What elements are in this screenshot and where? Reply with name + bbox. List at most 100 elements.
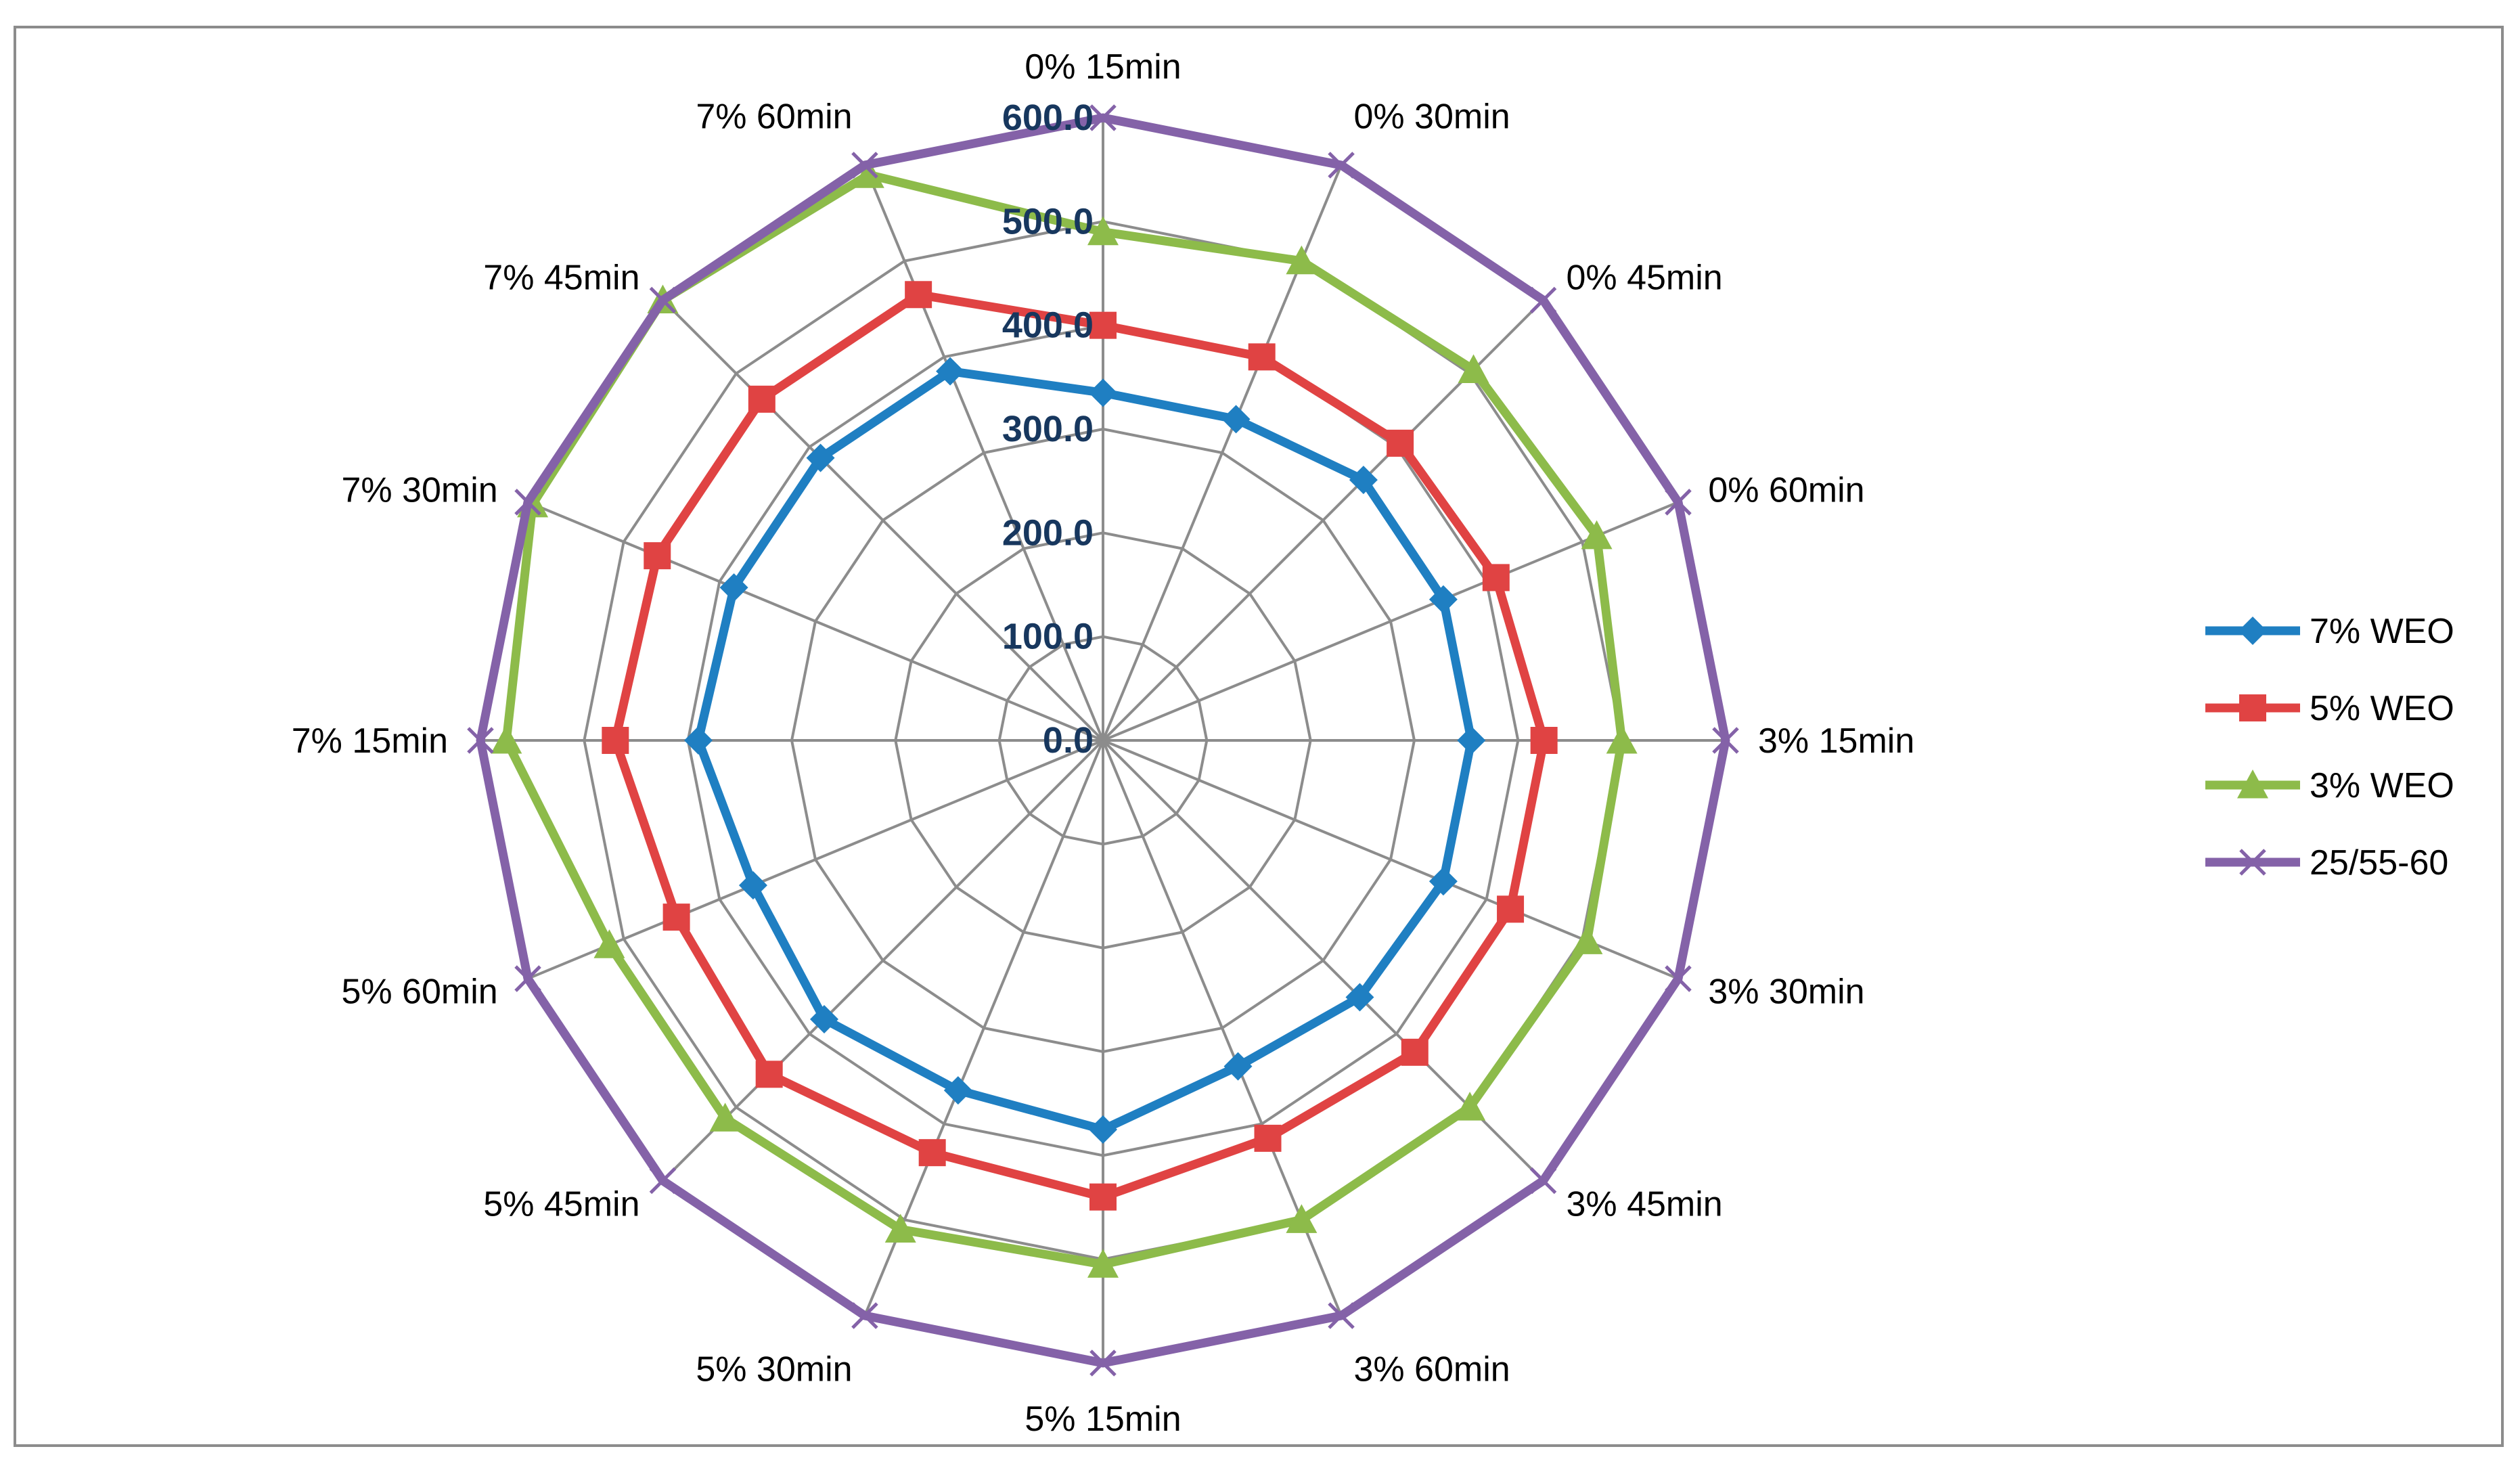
data-point-3-13 — [514, 489, 541, 516]
data-point-0-0 — [1089, 378, 1117, 407]
data-point-3-4 — [1712, 727, 1739, 754]
category-label-12: 7% 15min — [292, 721, 448, 761]
data-point-2-11 — [593, 929, 625, 958]
data-point-2-2 — [1458, 354, 1489, 384]
data-point-2-15 — [853, 159, 884, 188]
data-point-3-2 — [1529, 286, 1557, 314]
data-point-3-5 — [1665, 965, 1692, 992]
spoke-13 — [527, 501, 1104, 742]
spoke-11 — [527, 739, 1104, 980]
data-point-1-13 — [644, 542, 671, 570]
spoke-14 — [662, 299, 1104, 742]
data-point-0-10 — [809, 1005, 838, 1034]
category-label-13: 7% 30min — [341, 471, 497, 510]
tick-layer: 0.0 100.0 200.0 300.0 400.0 500.0 600.0 — [1002, 97, 1094, 761]
data-point-2-6 — [1454, 1092, 1486, 1121]
data-point-2-0 — [1087, 216, 1119, 246]
data-point-0-9 — [943, 1076, 972, 1105]
data-point-3-9 — [851, 1302, 878, 1329]
data-point-1-9 — [918, 1139, 946, 1167]
category-label-2: 0% 45min — [1566, 259, 1722, 298]
data-point-0-2 — [1349, 466, 1378, 495]
data-point-2-4 — [1606, 725, 1638, 754]
series-3 — [467, 104, 1739, 1377]
category-label-0: 0% 15min — [1025, 47, 1181, 87]
chart-frame: 0.0 100.0 200.0 300.0 400.0 500.0 600.0 0% 15m… — [14, 26, 2504, 1447]
data-point-1-14 — [748, 385, 775, 413]
category-label-5: 3% 30min — [1708, 972, 1864, 1011]
category-label-14: 7% 45min — [483, 259, 639, 298]
data-point-1-12 — [602, 727, 629, 754]
data-point-3-8 — [1089, 1350, 1117, 1377]
legend-marker-0 — [2238, 617, 2267, 645]
data-point-1-10 — [755, 1061, 783, 1088]
category-label-11: 5% 60min — [341, 972, 497, 1011]
tick-label-1: 100.0 — [1002, 617, 1094, 657]
data-point-0-13 — [719, 573, 748, 602]
data-point-0-8 — [1089, 1115, 1117, 1144]
data-point-1-15 — [905, 281, 932, 309]
category-label-7: 3% 60min — [1353, 1350, 1510, 1389]
category-label-15: 7% 60min — [696, 97, 852, 137]
data-point-0-11 — [738, 871, 767, 900]
data-point-2-1 — [1286, 245, 1318, 275]
legend-marker-3 — [2239, 849, 2266, 876]
data-point-3-10 — [649, 1167, 677, 1195]
data-point-2-12 — [491, 725, 522, 754]
data-point-0-3 — [1428, 585, 1458, 614]
data-point-1-4 — [1530, 727, 1558, 754]
legend-label-1: 5% WEO — [2310, 689, 2454, 728]
data-point-0-5 — [1428, 867, 1458, 896]
data-point-0-15 — [936, 357, 965, 386]
legend-label-0: 7% WEO — [2310, 612, 2454, 651]
category-labels: 0% 15min 0% 30min 0% 45min 0% 60min 3% 15min… — [292, 47, 1914, 1439]
legend-marker-1 — [2239, 694, 2266, 721]
radar-chart: 0.0 100.0 200.0 300.0 400.0 500.0 600.0 0% 15m… — [292, 47, 2454, 1439]
tick-label-4: 400.0 — [1002, 305, 1094, 346]
data-point-1-6 — [1401, 1038, 1428, 1066]
data-point-1-3 — [1482, 564, 1510, 592]
spoke-10 — [662, 739, 1104, 1182]
category-label-6: 3% 45min — [1566, 1184, 1722, 1224]
data-point-1-1 — [1248, 343, 1276, 371]
tick-label-6: 600.0 — [1002, 97, 1094, 138]
data-point-2-5 — [1571, 925, 1603, 954]
series-1 — [602, 281, 1558, 1211]
data-point-2-3 — [1581, 520, 1613, 550]
series-layer — [467, 104, 1739, 1377]
data-point-0-7 — [1223, 1052, 1253, 1081]
legend-label-2: 3% WEO — [2310, 766, 2454, 805]
data-point-3-14 — [649, 286, 677, 314]
data-point-3-0 — [1089, 104, 1117, 131]
data-point-0-6 — [1345, 983, 1374, 1012]
category-label-8: 5% 15min — [1025, 1400, 1181, 1439]
data-point-2-9 — [884, 1213, 916, 1243]
legend-marker-2 — [2237, 770, 2268, 799]
data-point-1-2 — [1387, 429, 1414, 457]
data-point-0-14 — [806, 443, 835, 472]
series-0 — [684, 357, 1486, 1144]
data-point-3-15 — [851, 152, 878, 179]
category-label-1: 0% 30min — [1353, 97, 1510, 137]
data-point-0-4 — [1457, 726, 1486, 755]
data-point-2-10 — [709, 1102, 741, 1132]
data-point-1-0 — [1089, 311, 1117, 339]
legend-label-3: 25/55-60 — [2310, 843, 2448, 883]
data-point-3-1 — [1328, 152, 1355, 179]
data-point-3-12 — [467, 727, 494, 754]
spoke-3 — [1102, 501, 1679, 742]
tick-label-2: 200.0 — [1002, 512, 1094, 553]
category-label-10: 5% 45min — [483, 1184, 639, 1224]
tick-label-5: 500.0 — [1002, 201, 1094, 242]
data-point-2-8 — [1087, 1249, 1119, 1278]
category-label-9: 5% 30min — [696, 1350, 852, 1389]
legend: 7% WEO 5% WEO 3% WEO 25/55-60 — [2205, 612, 2454, 883]
data-point-0-12 — [684, 726, 713, 755]
data-point-3-3 — [1665, 489, 1692, 516]
category-label-4: 3% 15min — [1758, 721, 1914, 761]
data-point-3-6 — [1529, 1167, 1557, 1195]
data-point-3-11 — [514, 965, 541, 992]
tick-label-0: 0.0 — [1043, 720, 1094, 761]
tick-label-3: 300.0 — [1002, 409, 1094, 449]
data-point-3-7 — [1328, 1302, 1355, 1329]
